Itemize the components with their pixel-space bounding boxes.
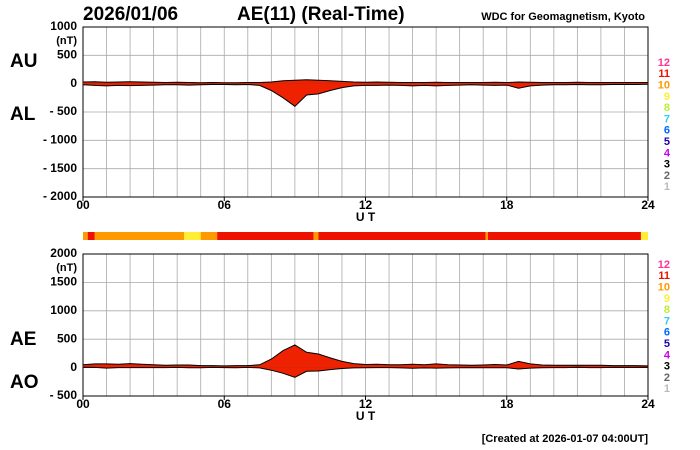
date: 2026/01/06 [83,4,178,25]
station-level: 11 [658,270,670,282]
y-tick-label: 2000 [50,246,77,260]
station-level: 1 [664,383,670,395]
station-segment [487,232,641,240]
series-line [82,344,649,367]
station-segment [485,232,488,240]
station-level: 8 [664,102,670,114]
station-segment [87,232,95,240]
series-name: AL [10,104,36,125]
station-level: 10 [658,80,670,92]
y-unit: (nT) [56,262,77,274]
y-unit: (nT) [56,35,77,47]
x-axis-label: U T [356,409,376,423]
y-tick-label: 500 [57,331,77,345]
station-level: 10 [658,282,670,294]
y-tick-label: 0 [70,360,77,374]
y-tick-label: 1500 [50,275,77,289]
station-segment [318,232,486,240]
station-level: 9 [664,91,670,103]
y-tick-label: - 2000 [43,189,77,203]
y-tick-label: 1000 [50,303,77,317]
station-level: 2 [664,372,670,384]
y-tick-label: - 500 [50,104,78,118]
y-tick-label: - 1500 [43,161,77,175]
series-name: AO [10,372,39,393]
x-tick-label: 18 [500,198,514,212]
x-tick-label: 00 [76,198,90,212]
y-tick-label: - 1000 [43,133,77,147]
x-tick-label: 24 [641,397,655,411]
station-level: 5 [664,338,670,350]
x-tick-label: 24 [641,198,655,212]
station-level: 7 [664,315,670,327]
x-tick-label: 06 [218,198,232,212]
station-level: 4 [664,349,671,361]
y-tick-label: 1000 [50,19,77,33]
plot-frame [82,253,649,397]
y-tick-label: 500 [57,48,77,62]
station-level: 8 [664,304,670,316]
station-level: 5 [664,136,670,148]
station-level: 6 [664,327,670,339]
station-level: 11 [658,68,670,80]
source: WDC for Geomagnetism, Kyoto [481,11,645,23]
x-tick-label: 18 [500,397,514,411]
station-level: 9 [664,293,670,305]
station-level: 1 [664,181,670,193]
station-level: 3 [664,361,670,373]
series-line [82,79,648,84]
station-segment [200,232,218,240]
series-name: AE [10,329,36,350]
station-segment [217,232,314,240]
series-line [82,366,649,378]
y-tick-label: - 500 [50,388,78,402]
station-segment [94,232,185,240]
station-segment [184,232,201,240]
station-segment [640,232,648,240]
station-level: 12 [658,57,670,69]
chart-title: AE(11) (Real-Time) [237,4,405,25]
series-name: AU [10,51,37,72]
station-level: 2 [664,170,670,182]
created-note: [Created at 2026-01-07 04:00UT] [482,433,649,445]
plot-frame [82,26,649,198]
station-level: 6 [664,125,670,137]
x-tick-label: 00 [76,397,90,411]
x-axis-label: U T [356,210,376,224]
y-tick-label: 0 [70,76,77,90]
x-tick-label: 12 [359,198,373,212]
station-segment [313,232,319,240]
station-level: 3 [664,159,670,171]
station-segment [83,232,88,240]
station-level: 7 [664,113,670,125]
series-line [82,83,649,107]
x-tick-label: 06 [218,397,232,411]
station-level: 4 [664,147,671,159]
x-tick-label: 12 [359,397,373,411]
station-level: 12 [658,259,670,271]
